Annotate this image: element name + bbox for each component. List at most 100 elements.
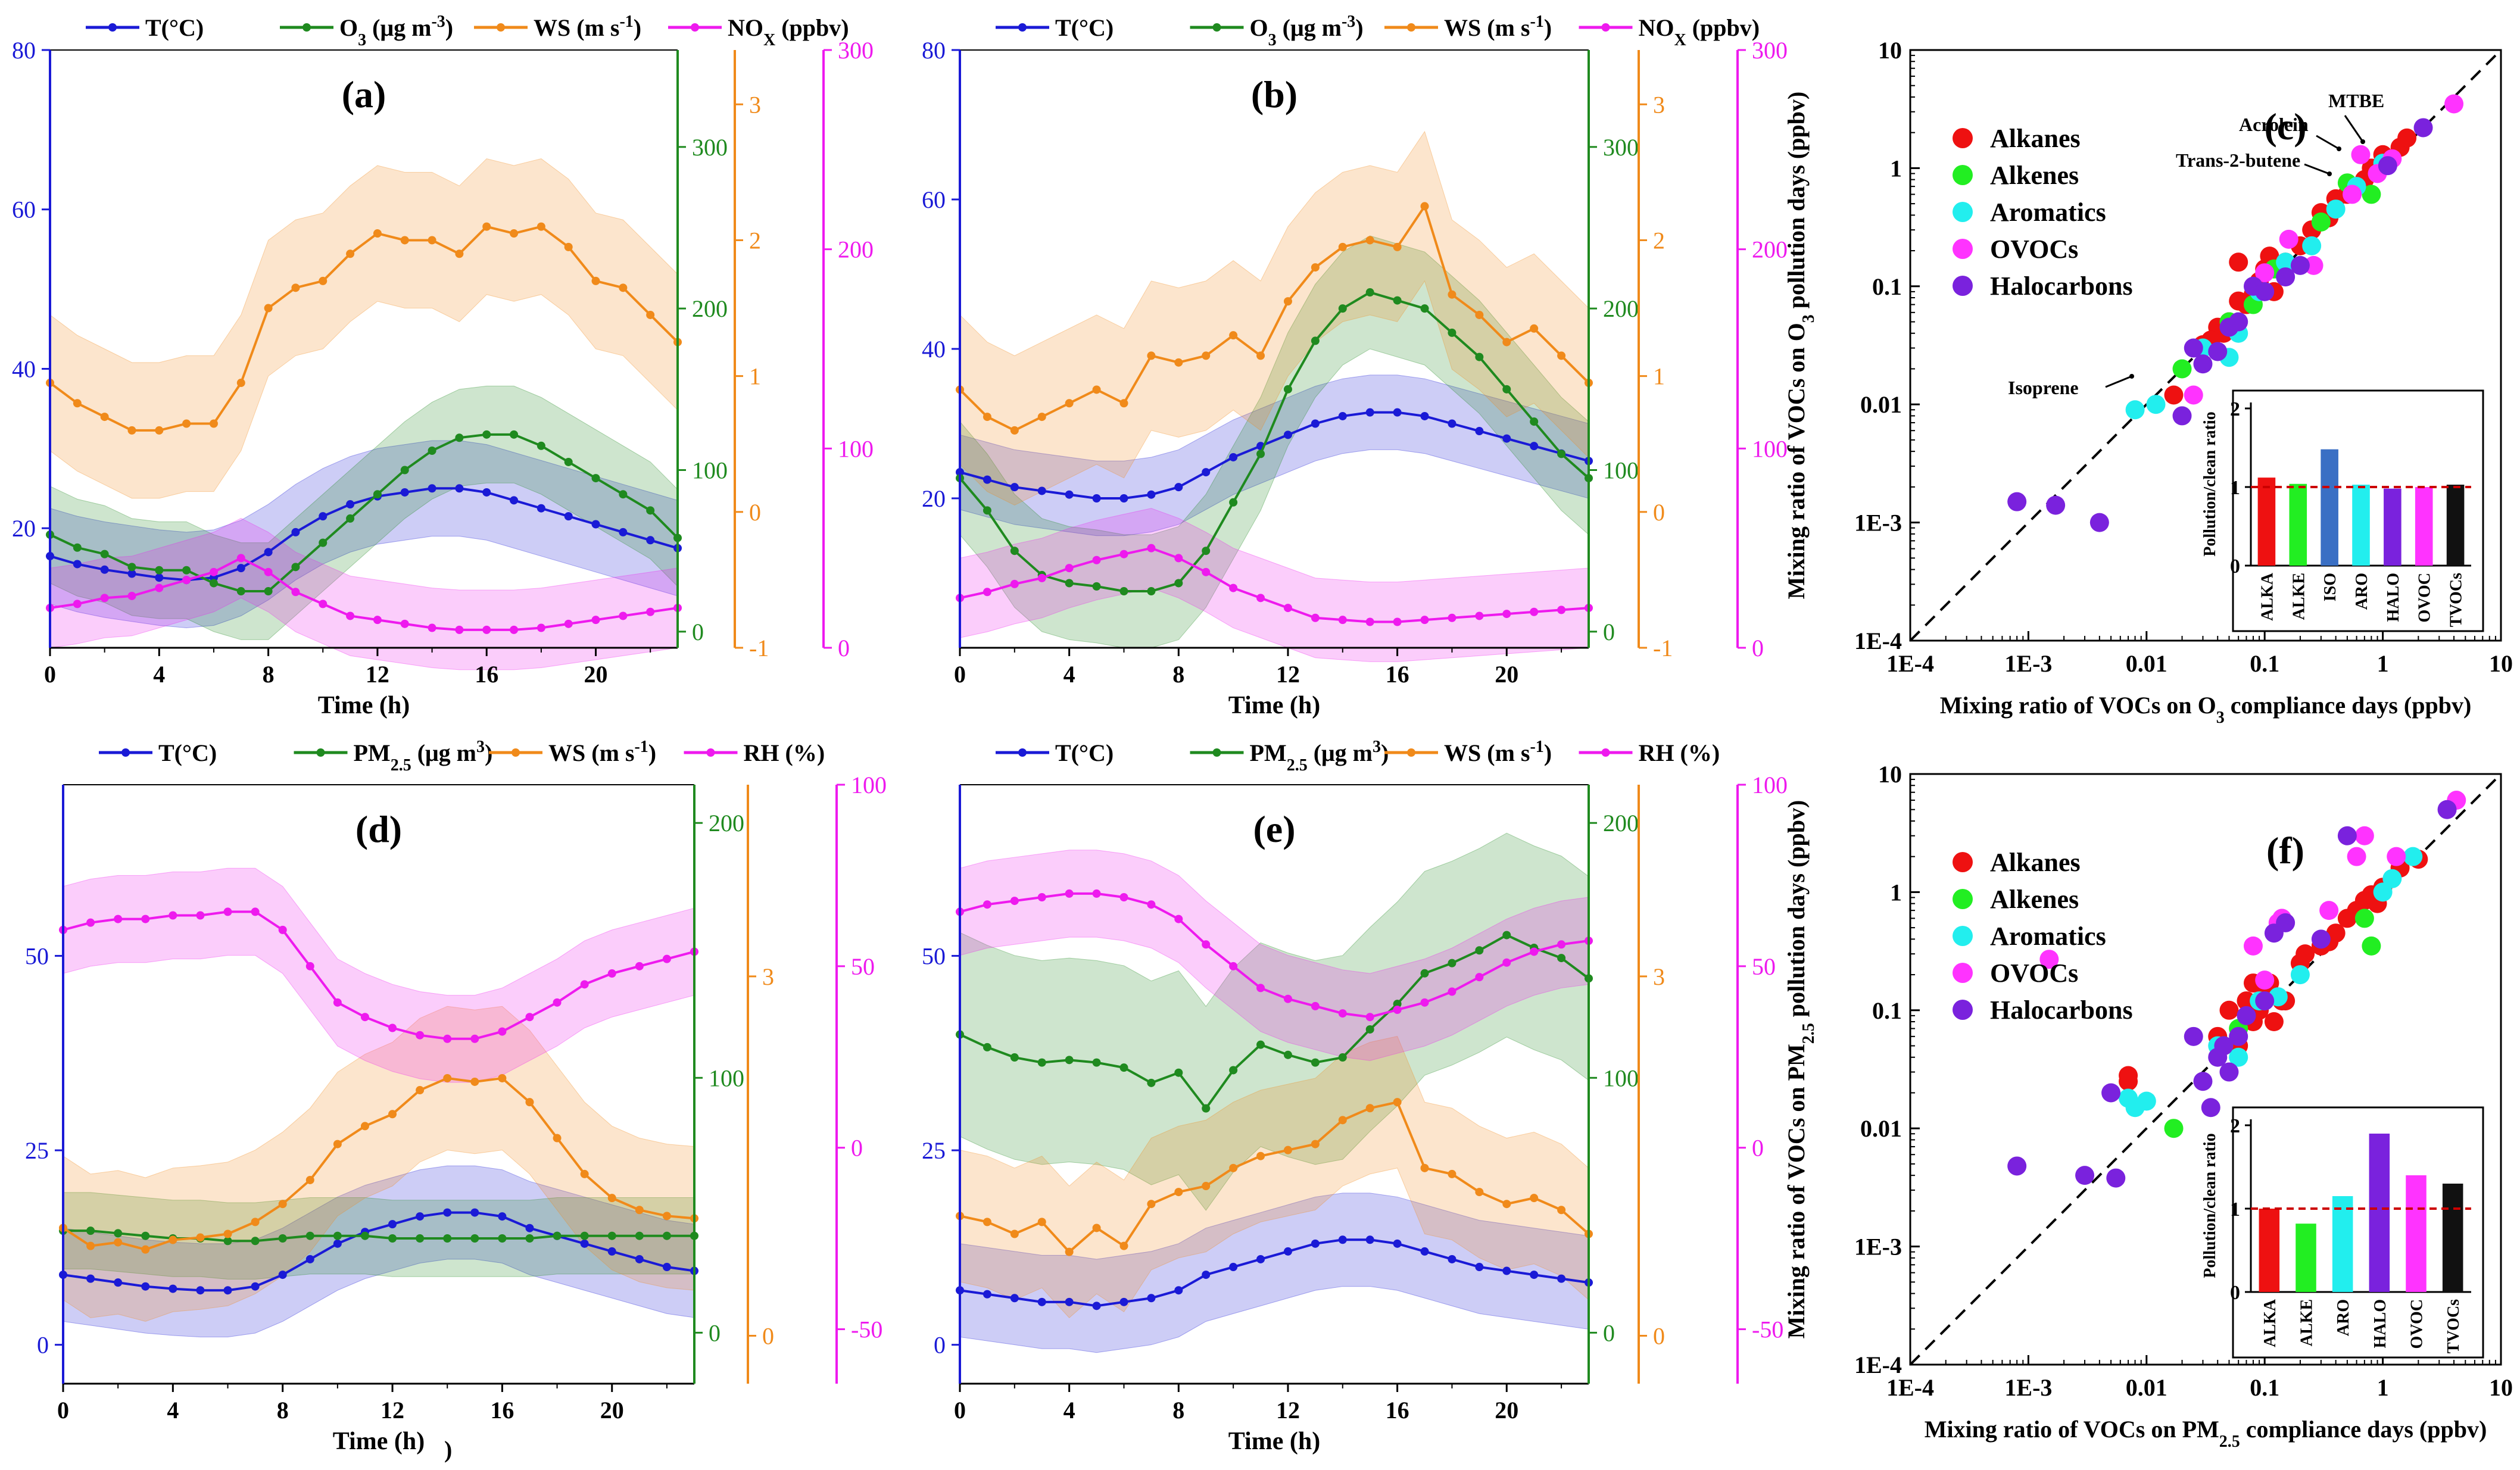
inset-bar-alke — [2289, 483, 2307, 566]
point-O3 — [264, 587, 273, 596]
point-PM — [983, 1043, 991, 1051]
point-WS — [1283, 1146, 1292, 1154]
panel-letter: (d) — [355, 808, 402, 850]
inset-x-tick-label: OVOC — [2408, 1299, 2427, 1349]
point-WS — [114, 1238, 123, 1247]
legend-label-WS: WS (m s-1) — [1444, 13, 1552, 42]
point-alkanes — [2326, 923, 2346, 943]
point-PM — [86, 1226, 95, 1235]
inset-y-tick-label: 0 — [2230, 1282, 2240, 1304]
point-WS — [1092, 1224, 1101, 1232]
point-WS — [1475, 310, 1484, 319]
series-line-WS — [959, 1100, 1590, 1254]
point-WS — [333, 1140, 342, 1148]
point-WS — [1448, 1169, 1457, 1178]
x-tick-label: 0.01 — [2126, 650, 2167, 677]
annotation-arrowhead — [2360, 139, 2365, 144]
point-WS — [662, 1212, 671, 1221]
point-RH — [635, 962, 644, 970]
point-aromatics — [2403, 847, 2423, 866]
point-aromatics — [2146, 395, 2166, 414]
point-T — [400, 488, 409, 497]
point-WS — [1502, 338, 1511, 347]
inset-bar-chart: 0 1 2 Pollution/clean ratio ALKA ALKE ARO HALO O… — [2201, 1106, 2484, 1359]
x-axis-label: Time (h) — [1228, 692, 1320, 719]
point-T — [482, 488, 491, 497]
point-ovocs — [2304, 255, 2323, 275]
plot-frame — [1909, 49, 2502, 642]
point-WS — [1365, 1104, 1374, 1113]
point-PM — [1338, 1053, 1347, 1062]
point-halocarbons — [2193, 1072, 2213, 1091]
point-RH — [1393, 1006, 1402, 1015]
point-NOX — [182, 576, 191, 585]
point-PM — [1365, 1025, 1374, 1034]
point-PM — [251, 1237, 260, 1246]
point-WS — [1502, 1200, 1511, 1209]
point-T — [196, 1286, 205, 1295]
point-RH — [333, 998, 342, 1007]
point-T — [1311, 419, 1320, 428]
inset-bar-halo — [2384, 488, 2402, 566]
y-tick-label-WS: -1 — [749, 635, 769, 661]
point-WS — [635, 1206, 644, 1215]
y-tick-label: 0.1 — [1872, 273, 1902, 300]
y-tick-label-T: 40 — [922, 336, 946, 363]
point-T — [1365, 408, 1374, 417]
point-T — [127, 569, 136, 578]
point-halocarbons — [2184, 338, 2203, 358]
point-alkanes — [2219, 1000, 2239, 1020]
x-tick-label: 16 — [475, 661, 498, 688]
panel-letter: (c) — [2264, 105, 2306, 148]
x-axis-label: Time (h) — [333, 1428, 425, 1455]
x-tick-label: 12 — [366, 661, 389, 688]
point-PM — [223, 1237, 232, 1246]
y-tick-label-O3: 100 — [1603, 457, 1639, 484]
point-O3 — [346, 514, 355, 523]
point-PM — [1283, 1050, 1292, 1059]
point-NOX — [1092, 555, 1101, 564]
point-T — [346, 500, 355, 509]
inset-x-tick-label: HALO — [2384, 573, 2403, 622]
point-T — [1420, 1247, 1429, 1256]
x-tick-label: 0 — [57, 1397, 69, 1424]
point-WS — [983, 1218, 991, 1226]
point-T — [223, 1286, 232, 1295]
x-tick-label: 4 — [153, 661, 165, 688]
point-O3 — [1557, 450, 1566, 458]
inset-x-tick-label: ALKA — [2261, 1299, 2279, 1347]
inset-y-tick-label: 1 — [2230, 1199, 2240, 1221]
point-NOX — [1393, 617, 1402, 626]
legend-marker-ovocs — [1953, 963, 1973, 983]
point-alkenes — [2311, 212, 2331, 232]
y-tick-label-O3: 100 — [692, 457, 728, 484]
point-T — [1530, 442, 1539, 451]
y-tick-label-T: 80 — [922, 37, 946, 64]
point-RH — [1502, 958, 1511, 967]
point-halocarbons — [2101, 1083, 2121, 1103]
point-T — [1119, 1297, 1128, 1306]
point-PM — [360, 1231, 369, 1240]
inset-y-tick-label: 2 — [2230, 1115, 2240, 1137]
point-NOX — [1557, 606, 1566, 614]
point-NOX — [1010, 579, 1019, 588]
point-PM — [1147, 1078, 1156, 1087]
point-WS — [169, 1235, 177, 1244]
point-PM — [1037, 1058, 1046, 1067]
point-WS — [1229, 1163, 1238, 1172]
point-WS — [1420, 202, 1429, 211]
point-NOX — [291, 588, 300, 597]
x-tick-label: 4 — [1063, 661, 1075, 688]
point-RH — [388, 1023, 397, 1032]
y-tick-label-PM: 0 — [709, 1319, 721, 1346]
point-WS — [1037, 1218, 1046, 1226]
legend-label-ovocs: OVOCs — [1990, 959, 2078, 988]
point-T — [1202, 468, 1211, 477]
y-tick-label: 1E-4 — [1854, 628, 1902, 654]
point-halocarbons — [2075, 1166, 2095, 1185]
point-WS — [291, 283, 300, 292]
point-WS — [209, 419, 218, 428]
y-tick-label-T: 60 — [922, 186, 946, 213]
point-RH — [223, 907, 232, 916]
point-T — [1283, 430, 1292, 439]
